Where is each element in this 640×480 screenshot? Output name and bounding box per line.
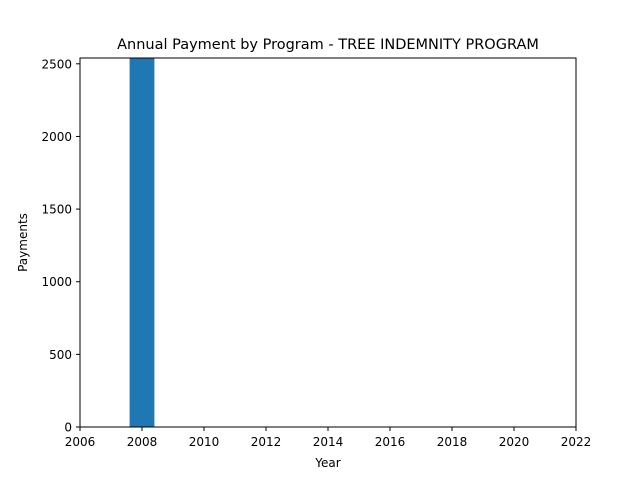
chart-title: Annual Payment by Program - TREE INDEMNI…: [117, 37, 539, 53]
x-tick-label: 2014: [313, 435, 344, 449]
y-axis-ticks: 0 500 1000 1500 2000 2500: [41, 57, 80, 435]
x-tick-label: 2012: [251, 435, 282, 449]
bar-2008: [129, 58, 155, 427]
x-axis-ticks: 2006 2008 2010 2012 2014 2016 2018 2020 2022: [65, 427, 592, 449]
x-axis-label: Year: [314, 456, 340, 470]
x-tick-label: 2018: [437, 435, 468, 449]
x-tick-label: 2010: [189, 435, 220, 449]
x-tick-label: 2016: [375, 435, 406, 449]
y-tick-label: 2000: [41, 130, 72, 144]
y-tick-label: 1500: [41, 203, 72, 217]
x-tick-label: 2008: [127, 435, 158, 449]
x-tick-label: 2022: [561, 435, 592, 449]
y-axis-label: Payments: [16, 213, 30, 272]
y-tick-label: 2500: [41, 57, 72, 71]
x-tick-label: 2020: [499, 435, 530, 449]
x-tick-label: 2006: [65, 435, 96, 449]
y-tick-label: 1000: [41, 275, 72, 289]
y-tick-label: 0: [64, 421, 72, 435]
bars-group: [129, 58, 155, 427]
y-tick-label: 500: [49, 348, 72, 362]
